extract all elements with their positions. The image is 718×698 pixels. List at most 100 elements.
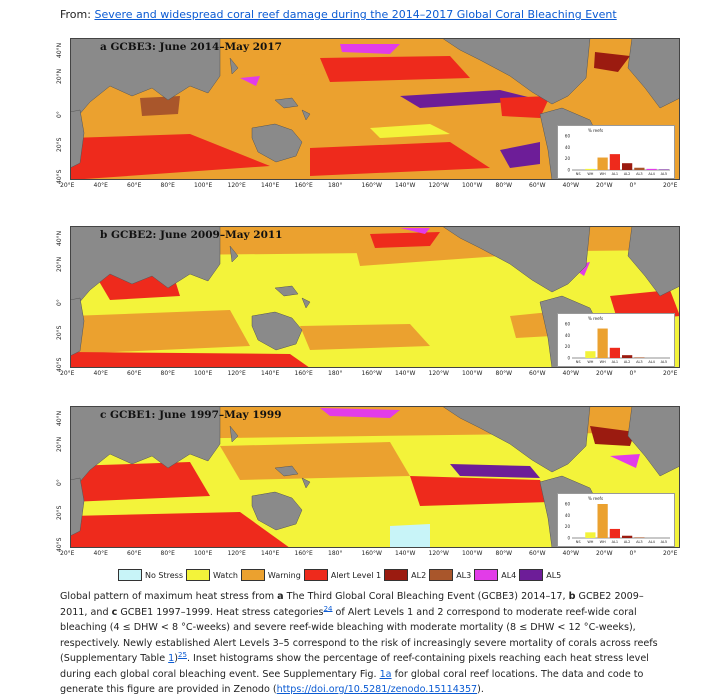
lon-tick-label: 20°E (663, 182, 678, 189)
lon-tick-label: 140°E (261, 370, 280, 377)
lon-tick-label: 80°W (495, 370, 513, 377)
lon-tick-label: 0° (629, 370, 637, 377)
lon-tick-label: 120°E (227, 550, 246, 557)
inset-bar (646, 168, 657, 170)
legend-label: Alert Level 1 (330, 570, 382, 580)
inset-tick-label: AL3 (636, 540, 643, 544)
legend-label: AL3 (456, 570, 472, 580)
inset-tick-label: AL1 (612, 540, 619, 544)
inset-tick-label: NS (576, 540, 582, 544)
legend-label: No Stress (145, 570, 184, 580)
lon-tick-label: 40°E (93, 370, 108, 377)
supplementary-fig-link[interactable]: 1a (379, 668, 392, 680)
inset-tick-label: AL1 (612, 172, 619, 176)
lon-tick-label: 120°E (227, 182, 246, 189)
reference-link[interactable]: 25 (178, 650, 187, 659)
svg-text:60: 60 (565, 322, 571, 327)
legend-swatch (519, 569, 544, 581)
inset-bar (622, 535, 633, 538)
inset-histogram-c: % reefs 60 40 20 0 NS WH WH AL1 AL2 AL3 AL4 AL5 (557, 493, 675, 547)
legend-swatch (429, 569, 454, 581)
legend-item: Alert Level 1 (303, 569, 382, 581)
lon-tick-label: 60°E (127, 370, 142, 377)
inset-bar (609, 528, 620, 538)
lat-tick-label: 20°N (56, 68, 63, 84)
inset-tick-label: WH (587, 172, 593, 176)
lon-tick-label: 0° (629, 550, 637, 557)
article-link[interactable]: Severe and widespread coral reef damage … (94, 8, 617, 21)
legend-item: AL3 (429, 569, 471, 581)
svg-text:0: 0 (567, 536, 570, 541)
inset-bar (634, 167, 645, 170)
lon-tick-label: 120°W (428, 182, 449, 189)
legend-swatch (303, 569, 328, 581)
inset-tick-label: AL2 (624, 540, 631, 544)
lat-axis-c: 40°N 20°N 0° 20°S 40°S (56, 406, 68, 552)
lon-tick-label: 20°W (596, 370, 613, 377)
inset-tick-label: WH (587, 540, 593, 544)
lon-tick-label: 80°E (160, 550, 175, 557)
lon-tick-label: 120°W (428, 370, 449, 377)
inset-bar (609, 347, 620, 358)
lat-tick-label: 0° (56, 111, 63, 118)
lat-tick-label: 40°N (56, 230, 63, 246)
inset-bar (658, 169, 669, 170)
inset-tick-label: AL4 (648, 360, 655, 364)
lon-tick-label: 100°E (194, 370, 213, 377)
inset-tick-label: NS (576, 360, 582, 364)
svg-text:0: 0 (567, 168, 570, 173)
inset-tick-label: NS (576, 172, 582, 176)
inset-tick-label: AL4 (648, 172, 655, 176)
svg-text:20: 20 (565, 156, 571, 161)
lon-tick-label: 20°E (60, 550, 75, 557)
svg-text:40: 40 (565, 513, 571, 518)
inset-tick-label: AL5 (661, 172, 668, 176)
inset-bar (634, 537, 645, 538)
lon-tick-label: 100°W (462, 182, 483, 189)
lon-tick-label: 80°E (160, 182, 175, 189)
svg-text:0: 0 (567, 356, 570, 361)
legend-item: No Stress (118, 569, 183, 581)
lon-axis-a: 20°E 40°E 60°E 80°E 100°E 120°E 140°E 160°E 180°… (60, 182, 700, 192)
lat-tick-label: 20°N (56, 436, 63, 452)
inset-bar (597, 328, 608, 358)
panel-title-a: a GCBE3: June 2014–May 2017 (100, 41, 282, 53)
lon-tick-label: 160°E (294, 182, 313, 189)
supplementary-table-link[interactable]: 1 (168, 653, 175, 664)
lon-tick-label: 40°W (562, 550, 580, 557)
lon-tick-label: 40°E (93, 182, 108, 189)
inset-bar (622, 355, 633, 358)
inset-tick-label: WH (600, 360, 606, 364)
inset-histogram-b: % reefs 60 40 20 0 NS WH WH AL1 AL2 AL3 AL4 AL5 (557, 313, 675, 367)
lon-tick-label: 40°E (93, 550, 108, 557)
inset-bar (585, 168, 596, 170)
svg-text:% reefs: % reefs (588, 316, 603, 321)
heat-stress-map-c (70, 406, 680, 548)
inset-bar (622, 163, 633, 170)
inset-tick-label: AL2 (624, 172, 631, 176)
svg-text:60: 60 (565, 134, 571, 139)
svg-text:20: 20 (565, 344, 571, 349)
lon-tick-label: 100°W (462, 550, 483, 557)
lon-tick-label: 180° (328, 370, 343, 377)
lon-tick-label: 60°E (127, 182, 142, 189)
lon-tick-label: 60°W (529, 370, 546, 377)
lat-axis-a: 40°N 20°N 0° 20°S 40°S (56, 38, 68, 184)
legend-item: AL2 (384, 569, 426, 581)
svg-text:% reefs: % reefs (588, 128, 603, 133)
inset-tick-label: AL5 (661, 360, 668, 364)
legend-swatch (384, 569, 409, 581)
svg-text:% reefs: % reefs (588, 496, 603, 501)
lon-tick-label: 20°E (60, 182, 75, 189)
lat-tick-label: 20°N (56, 256, 63, 272)
lon-tick-label: 160°W (361, 182, 382, 189)
lon-tick-label: 80°E (160, 370, 175, 377)
lon-axis-b: 20°E 40°E 60°E 80°E 100°E 120°E 140°E 160°E 180°… (60, 370, 700, 380)
panel-title-b: b GCBE2: June 2009–May 2011 (100, 229, 283, 241)
lat-tick-label: 40°N (56, 42, 63, 58)
lon-tick-label: 40°W (562, 182, 580, 189)
lon-tick-label: 100°W (462, 370, 483, 377)
lat-axis-b: 40°N 20°N 0° 20°S 40°S (56, 226, 68, 372)
from-prefix: From: (60, 8, 95, 21)
reference-link[interactable]: 24 (323, 604, 333, 613)
